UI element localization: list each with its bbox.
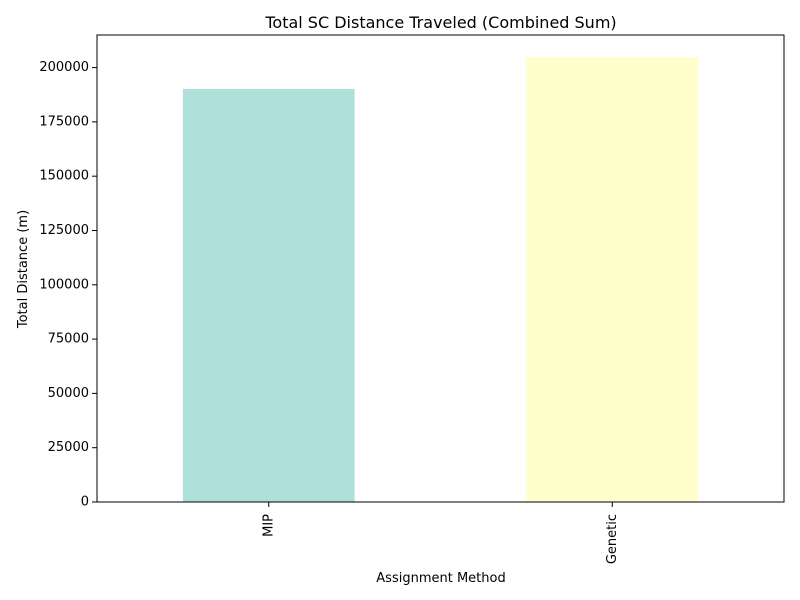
y-tick-label: 50000 — [48, 386, 89, 401]
x-tick-label: Genetic — [605, 514, 620, 564]
y-tick-label: 200000 — [39, 60, 89, 75]
y-tick-label: 0 — [81, 495, 89, 510]
x-axis-label: Assignment Method — [376, 571, 505, 586]
y-tick-label: 75000 — [48, 332, 89, 347]
y-tick-label: 175000 — [39, 114, 89, 129]
chart-title: Total SC Distance Traveled (Combined Sum… — [264, 13, 616, 32]
plot-area: MIP Genetic 0 25000 50000 75000 100000 125000 15… — [39, 34, 785, 564]
y-axis-label: Total Distance (m) — [16, 210, 31, 329]
bar-genetic — [526, 57, 699, 503]
x-tick-label: MIP — [261, 514, 276, 537]
y-tick-label: 25000 — [48, 440, 89, 455]
y-tick-label: 125000 — [39, 223, 89, 238]
plot-frame — [96, 34, 785, 503]
bar-mip — [182, 88, 355, 502]
y-tick-label: 100000 — [39, 277, 89, 292]
y-tick-label: 150000 — [39, 169, 89, 184]
